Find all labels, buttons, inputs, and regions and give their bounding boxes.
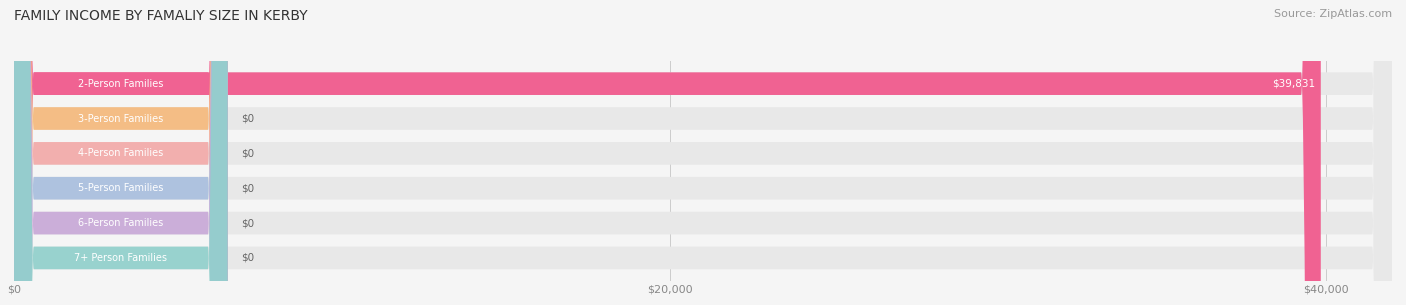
FancyBboxPatch shape — [14, 0, 1392, 305]
Text: 3-Person Families: 3-Person Families — [79, 113, 163, 124]
FancyBboxPatch shape — [14, 0, 228, 305]
FancyBboxPatch shape — [14, 0, 1392, 305]
Text: $0: $0 — [242, 218, 254, 228]
FancyBboxPatch shape — [14, 0, 228, 305]
FancyBboxPatch shape — [14, 0, 228, 305]
Text: Source: ZipAtlas.com: Source: ZipAtlas.com — [1274, 9, 1392, 19]
Text: 6-Person Families: 6-Person Families — [79, 218, 163, 228]
Text: FAMILY INCOME BY FAMALIY SIZE IN KERBY: FAMILY INCOME BY FAMALIY SIZE IN KERBY — [14, 9, 308, 23]
Text: $0: $0 — [242, 148, 254, 158]
FancyBboxPatch shape — [14, 0, 1392, 305]
Text: $0: $0 — [242, 183, 254, 193]
Text: $0: $0 — [242, 113, 254, 124]
Text: $0: $0 — [242, 253, 254, 263]
FancyBboxPatch shape — [14, 0, 1320, 305]
Text: 2-Person Families: 2-Person Families — [79, 79, 163, 89]
Text: 7+ Person Families: 7+ Person Families — [75, 253, 167, 263]
FancyBboxPatch shape — [14, 0, 228, 305]
FancyBboxPatch shape — [14, 0, 1392, 305]
Text: 4-Person Families: 4-Person Families — [79, 148, 163, 158]
FancyBboxPatch shape — [14, 0, 1392, 305]
FancyBboxPatch shape — [14, 0, 228, 305]
Text: $39,831: $39,831 — [1272, 79, 1315, 89]
FancyBboxPatch shape — [14, 0, 228, 305]
Text: 5-Person Families: 5-Person Families — [79, 183, 163, 193]
FancyBboxPatch shape — [14, 0, 1392, 305]
